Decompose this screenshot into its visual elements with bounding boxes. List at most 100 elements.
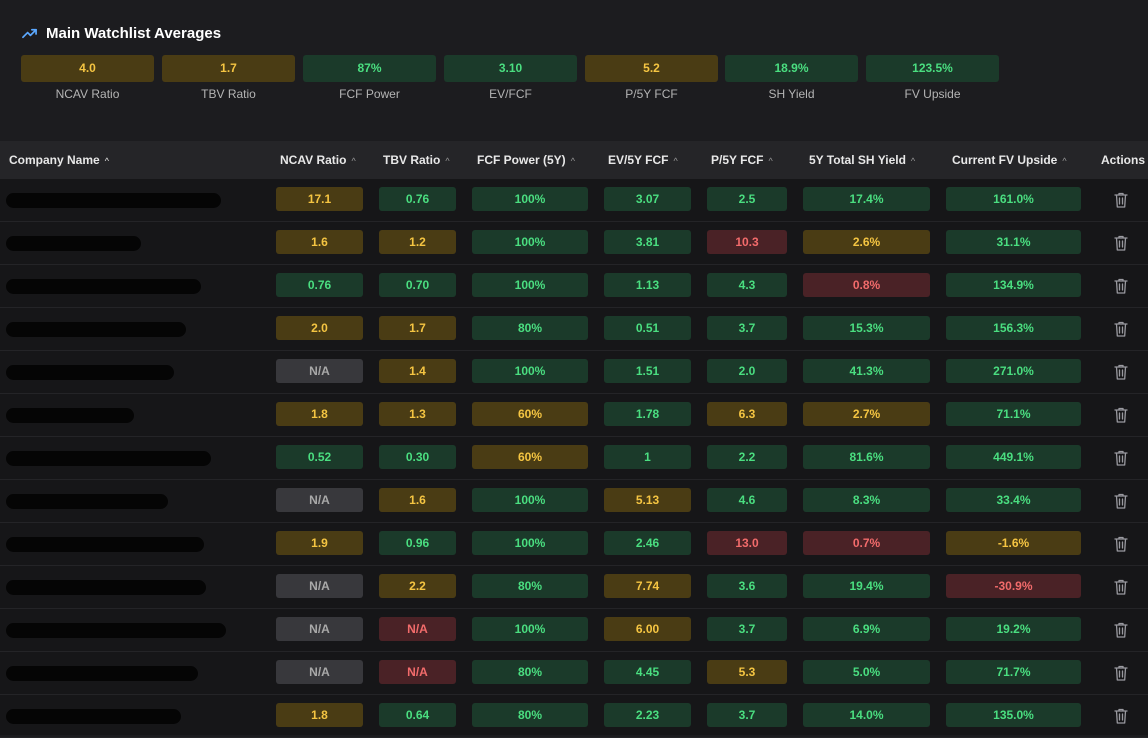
trash-icon[interactable] xyxy=(1113,621,1129,639)
column-header-5y-total-sh-yield[interactable]: 5Y Total SH Yield ^ xyxy=(809,141,915,179)
sort-caret-icon[interactable]: ^ xyxy=(351,156,356,166)
column-header-tbv-ratio[interactable]: TBV Ratio ^ xyxy=(383,141,450,179)
company-name-redacted[interactable] xyxy=(6,451,211,466)
trash-icon[interactable] xyxy=(1113,578,1129,596)
value-cell-4: 2.46 xyxy=(604,531,691,555)
company-name-redacted[interactable] xyxy=(6,408,134,423)
metric-sh-yield: 18.9% SH Yield xyxy=(725,55,858,101)
trash-icon[interactable] xyxy=(1113,191,1129,209)
value-cell-1: 1.9 xyxy=(276,531,363,555)
trash-icon[interactable] xyxy=(1113,492,1129,510)
metric-value: 123.5% xyxy=(866,55,999,82)
company-name-redacted[interactable] xyxy=(6,580,206,595)
sort-caret-icon[interactable]: ^ xyxy=(570,156,575,166)
value-cell-1: 1.8 xyxy=(276,703,363,727)
value-cell-4: 1.51 xyxy=(604,359,691,383)
table-row[interactable]: 1.9 0.96 100% 2.46 13.0 0.7% -1.6% xyxy=(0,523,1148,566)
value-cell-5: 3.7 xyxy=(707,703,787,727)
column-header-label: FCF Power (5Y) xyxy=(477,153,566,167)
value-cell-2: 1.6 xyxy=(379,488,456,512)
table-row[interactable]: N/A 1.4 100% 1.51 2.0 41.3% 271.0% xyxy=(0,351,1148,394)
value-cell-5: 2.2 xyxy=(707,445,787,469)
sort-caret-icon[interactable]: ^ xyxy=(673,156,678,166)
value-cell-7: 156.3% xyxy=(946,316,1081,340)
company-name-redacted[interactable] xyxy=(6,537,204,552)
column-header-current-fv-upside[interactable]: Current FV Upside ^ xyxy=(952,141,1067,179)
value-cell-1: 1.8 xyxy=(276,402,363,426)
column-header-fcf-power-5y-[interactable]: FCF Power (5Y) ^ xyxy=(477,141,575,179)
value-cell-6: 15.3% xyxy=(803,316,930,340)
value-cell-6: 0.8% xyxy=(803,273,930,297)
value-cell-7: 271.0% xyxy=(946,359,1081,383)
sort-caret-icon[interactable]: ^ xyxy=(768,156,773,166)
value-cell-2: N/A xyxy=(379,617,456,641)
value-cell-2: 0.76 xyxy=(379,187,456,211)
metric-value: 18.9% xyxy=(725,55,858,82)
column-header-label: EV/5Y FCF xyxy=(608,153,669,167)
sort-caret-icon[interactable]: ^ xyxy=(1062,156,1067,166)
company-name-redacted[interactable] xyxy=(6,623,226,638)
value-cell-5: 5.3 xyxy=(707,660,787,684)
company-name-redacted[interactable] xyxy=(6,494,168,509)
metric-label: FV Upside xyxy=(904,87,961,101)
value-cell-2: 2.2 xyxy=(379,574,456,598)
metric-value: 3.10 xyxy=(444,55,577,82)
value-cell-5: 3.7 xyxy=(707,316,787,340)
value-cell-5: 10.3 xyxy=(707,230,787,254)
table-row[interactable]: 1.8 0.64 80% 2.23 3.7 14.0% 135.0% xyxy=(0,695,1148,738)
company-name-redacted[interactable] xyxy=(6,666,198,681)
column-header-p-5y-fcf[interactable]: P/5Y FCF ^ xyxy=(711,141,773,179)
value-cell-7: 161.0% xyxy=(946,187,1081,211)
column-header-label: 5Y Total SH Yield xyxy=(809,153,906,167)
value-cell-1: 0.52 xyxy=(276,445,363,469)
sort-caret-icon[interactable]: ^ xyxy=(104,156,109,166)
column-header-company-name[interactable]: Company Name ^ xyxy=(9,141,109,179)
value-cell-5: 2.0 xyxy=(707,359,787,383)
value-cell-7: -30.9% xyxy=(946,574,1081,598)
table-row[interactable]: 0.76 0.70 100% 1.13 4.3 0.8% 134.9% xyxy=(0,265,1148,308)
trash-icon[interactable] xyxy=(1113,449,1129,467)
metric-label: FCF Power xyxy=(339,87,400,101)
trash-icon[interactable] xyxy=(1113,707,1129,725)
table-row[interactable]: 0.52 0.30 60% 1 2.2 81.6% 449.1% xyxy=(0,437,1148,480)
trash-icon[interactable] xyxy=(1113,320,1129,338)
value-cell-3: 100% xyxy=(472,230,588,254)
column-header-label: Current FV Upside xyxy=(952,153,1058,167)
value-cell-5: 3.7 xyxy=(707,617,787,641)
column-header-ev-5y-fcf[interactable]: EV/5Y FCF ^ xyxy=(608,141,678,179)
value-cell-3: 100% xyxy=(472,359,588,383)
metric-value: 4.0 xyxy=(21,55,154,82)
table-row[interactable]: 1.8 1.3 60% 1.78 6.3 2.7% 71.1% xyxy=(0,394,1148,437)
sort-caret-icon[interactable]: ^ xyxy=(910,156,916,166)
trash-icon[interactable] xyxy=(1113,234,1129,252)
table-row[interactable]: 2.0 1.7 80% 0.51 3.7 15.3% 156.3% xyxy=(0,308,1148,351)
table-row[interactable]: N/A N/A 80% 4.45 5.3 5.0% 71.7% xyxy=(0,652,1148,695)
table-row[interactable]: 17.1 0.76 100% 3.07 2.5 17.4% 161.0% xyxy=(0,179,1148,222)
metric-label: EV/FCF xyxy=(489,87,532,101)
sort-caret-icon[interactable]: ^ xyxy=(445,156,450,166)
company-name-redacted[interactable] xyxy=(6,365,174,380)
watchlist-averages-panel: Main Watchlist Averages 4.0 NCAV Ratio 1.7… xyxy=(0,0,1148,141)
trash-icon[interactable] xyxy=(1113,535,1129,553)
column-header-label: P/5Y FCF xyxy=(711,153,764,167)
table-row[interactable]: 1.6 1.2 100% 3.81 10.3 2.6% 31.1% xyxy=(0,222,1148,265)
table-row[interactable]: N/A N/A 100% 6.00 3.7 6.9% 19.2% xyxy=(0,609,1148,652)
trash-icon[interactable] xyxy=(1113,406,1129,424)
value-cell-2: 0.96 xyxy=(379,531,456,555)
table-row[interactable]: N/A 1.6 100% 5.13 4.6 8.3% 33.4% xyxy=(0,480,1148,523)
trash-icon[interactable] xyxy=(1113,664,1129,682)
metric-value: 1.7 xyxy=(162,55,295,82)
column-header-ncav-ratio[interactable]: NCAV Ratio ^ xyxy=(280,141,356,179)
company-name-redacted[interactable] xyxy=(6,279,201,294)
company-name-redacted[interactable] xyxy=(6,236,141,251)
value-cell-1: N/A xyxy=(276,574,363,598)
trash-icon[interactable] xyxy=(1113,363,1129,381)
value-cell-7: 31.1% xyxy=(946,230,1081,254)
value-cell-6: 2.6% xyxy=(803,230,930,254)
company-name-redacted[interactable] xyxy=(6,709,181,724)
company-name-redacted[interactable] xyxy=(6,322,186,337)
company-name-redacted[interactable] xyxy=(6,193,221,208)
value-cell-7: 134.9% xyxy=(946,273,1081,297)
table-row[interactable]: N/A 2.2 80% 7.74 3.6 19.4% -30.9% xyxy=(0,566,1148,609)
trash-icon[interactable] xyxy=(1113,277,1129,295)
